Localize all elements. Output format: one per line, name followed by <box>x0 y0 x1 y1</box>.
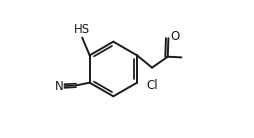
Text: Cl: Cl <box>146 79 158 92</box>
Text: N: N <box>55 80 63 93</box>
Text: O: O <box>170 30 180 43</box>
Text: HS: HS <box>74 23 90 36</box>
